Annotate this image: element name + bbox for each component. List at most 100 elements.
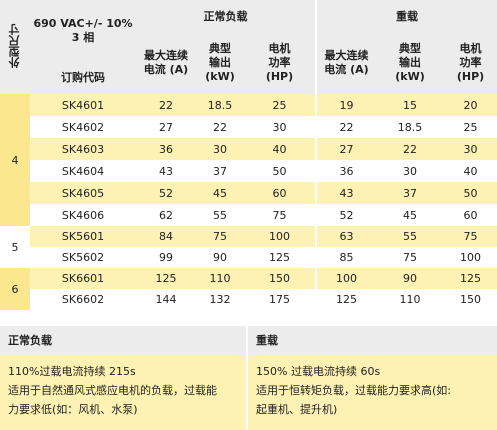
normal-current-header: 最大连续 电流 (A) [136,32,196,94]
heavy-hp: 50 [444,182,497,204]
normal-current: 43 [136,160,196,182]
heavy-hp: 60 [444,204,497,226]
table-row: SK5602 99 90 125 85 75 100 [0,247,497,268]
table-row: 5 SK5601 84 75 100 63 55 75 [0,226,497,268]
normal-hp: 150 [244,268,316,289]
normal-hp-header: 电机 功率 (HP) [244,32,316,94]
heavy-duty-note: 150% 过载电流持续 60s 适用于恒转矩负载，过载能力要求高(如: 起重机、… [248,356,497,430]
normal-kw: 132 [196,289,244,310]
heavy-hp: 125 [444,268,497,289]
heavy-current: 52 [315,204,376,226]
normal-duty-line: 110%过载电流持续 215s [8,365,136,378]
heavy-current: 100 [315,268,376,289]
heavy-hp: 100 [444,247,497,268]
heavy-hp: 20 [444,94,497,116]
heavy-current: 125 [315,289,376,310]
heavy-hp: 30 [444,138,497,160]
heavy-kw: 15 [376,94,444,116]
normal-duty-header: 正常负载 [136,0,316,32]
normal-kw: 110 [196,268,244,289]
order-code: SK4604 [30,160,136,182]
heavy-kw: 45 [376,204,444,226]
order-code: SK4602 [30,116,136,138]
heavy-hp: 40 [444,160,497,182]
table-row: SK6602 144 132 175 125 110 150 [0,289,497,310]
heavy-current: 22 [315,116,376,138]
heavy-current: 19 [315,94,376,116]
normal-kw: 18.5 [196,94,244,116]
order-code: SK4605 [30,182,136,204]
normal-duty-note: 110%过载电流持续 215s 适用于自然通风式感应电机的负载，过载能 力要求低… [0,356,246,430]
order-code: SK4606 [30,204,136,226]
order-code: SK4601 [30,94,136,116]
normal-current: 52 [136,182,196,204]
normal-current: 62 [136,204,196,226]
heavy-current: 63 [315,226,376,247]
voltage-header: 690 VAC+/- 10% 3 相 [30,0,136,62]
heavy-kw: 90 [376,268,444,289]
size-cell: 6 [0,268,30,310]
normal-current: 27 [136,116,196,138]
heavy-hp-header: 电机 功率 (HP) [444,32,497,94]
normal-current: 22 [136,94,196,116]
normal-kw: 90 [196,247,244,268]
heavy-hp: 25 [444,116,497,138]
heavy-duty-line: 适用于恒转矩负载，过载能力要求高(如: [256,384,451,397]
heavy-current: 43 [315,182,376,204]
order-code-header: 订购代码 [30,62,136,94]
heavy-kw-header: 典型 输出 (kW) [376,32,444,94]
heavy-current: 85 [315,247,376,268]
table-row: 4 SK4601 22 18.5 25 19 15 20 [0,94,497,226]
normal-hp: 60 [244,182,316,204]
duty-notes: 正常负载 重载 110%过载电流持续 215s 适用于自然通风式感应电机的负载，… [0,326,497,430]
order-code: SK5602 [30,247,136,268]
normal-kw: 55 [196,204,244,226]
heavy-current: 27 [315,138,376,160]
size-header: 外型尺寸 [0,0,30,94]
normal-hp: 75 [244,204,316,226]
normal-kw: 30 [196,138,244,160]
normal-current: 84 [136,226,196,247]
table-row: SK4606 62 55 75 52 45 60 [0,204,497,226]
heavy-duty-line: 150% 过载电流持续 60s [256,365,381,378]
size-cell: 5 [0,226,30,268]
table-row: SK4604 43 37 50 36 30 40 [0,160,497,182]
normal-hp: 50 [244,160,316,182]
normal-current: 125 [136,268,196,289]
normal-hp: 125 [244,247,316,268]
normal-kw: 45 [196,182,244,204]
heavy-duty-header: 重载 [314,0,497,32]
normal-duty-line: 适用于自然通风式感应电机的负载，过载能 [8,384,217,397]
table-row: SK4602 27 22 30 22 18.5 25 [0,116,497,138]
normal-kw-header: 典型 输出 (kW) [196,32,244,94]
size-cell: 4 [0,94,30,226]
spec-table: 外型尺寸 690 VAC+/- 10% 3 相 正常负载 重载 最大连续 电流 (A… [0,0,497,310]
order-code: SK5601 [30,226,136,247]
heavy-kw: 30 [376,160,444,182]
heavy-kw: 37 [376,182,444,204]
normal-duty-line: 力要求低(如：风机、水泵) [8,403,138,416]
heavy-current-header: 最大连续 电流 (A) [315,32,376,94]
heavy-current: 36 [315,160,376,182]
normal-current: 99 [136,247,196,268]
normal-kw: 75 [196,226,244,247]
table-row: 6 SK6601 125 110 150 100 90 125 [0,268,497,310]
normal-kw: 37 [196,160,244,182]
heavy-kw: 18.5 [376,116,444,138]
normal-hp: 25 [244,94,316,116]
heavy-hp: 150 [444,289,497,310]
order-code: SK4603 [30,138,136,160]
normal-duty-note-title: 正常负载 [0,326,246,356]
order-code: SK6602 [30,289,136,310]
normal-kw: 22 [196,116,244,138]
normal-hp: 100 [244,226,316,247]
order-code: SK6601 [30,268,136,289]
table-row: SK4603 36 30 40 27 22 30 [0,138,497,160]
heavy-kw: 75 [376,247,444,268]
normal-hp: 175 [244,289,316,310]
normal-current: 36 [136,138,196,160]
normal-hp: 30 [244,116,316,138]
heavy-kw: 55 [376,226,444,247]
heavy-duty-line: 起重机、提升机) [256,403,338,416]
heavy-kw: 22 [376,138,444,160]
